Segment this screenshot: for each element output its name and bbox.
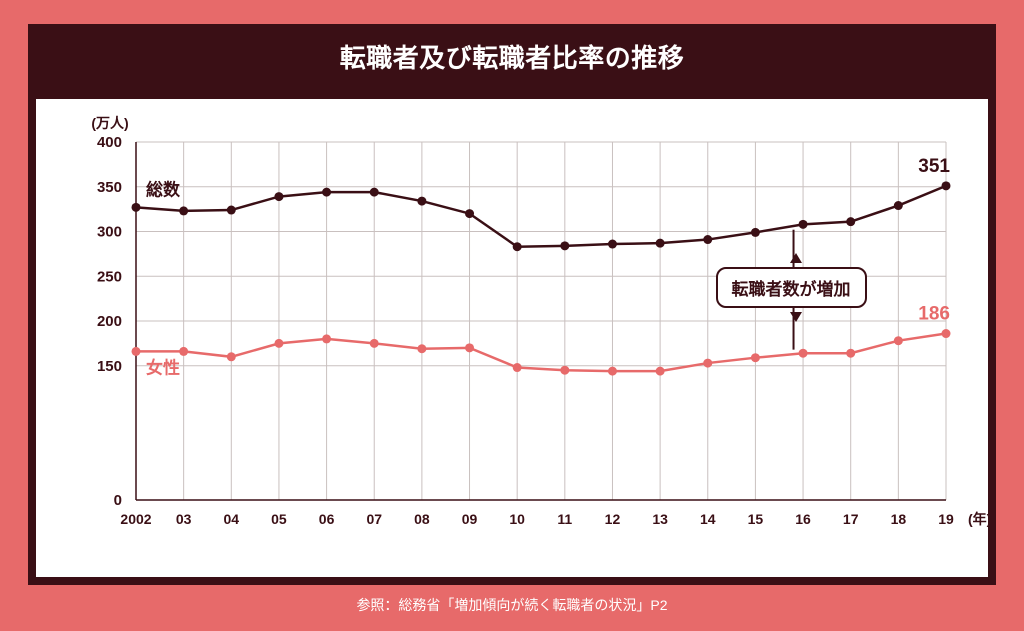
svg-text:400: 400 — [97, 134, 122, 151]
annotation-arrow-down — [790, 312, 802, 322]
svg-text:12: 12 — [605, 511, 621, 527]
svg-text:15: 15 — [748, 511, 764, 527]
svg-text:(年): (年) — [968, 511, 988, 527]
svg-text:18: 18 — [891, 511, 907, 527]
svg-text:350: 350 — [97, 179, 122, 196]
line-chart: 0 150 200 250 300 350 400 2002 03 04 05 06 07 08 09 10 1… — [36, 99, 988, 577]
svg-text:女性: 女性 — [146, 357, 180, 377]
svg-text:250: 250 — [97, 268, 122, 285]
svg-text:07: 07 — [366, 511, 382, 527]
citation-text: 参照：総務省「増加傾向が続く転職者の状況」P2 — [28, 585, 996, 619]
svg-text:0: 0 — [114, 492, 122, 509]
svg-text:04: 04 — [224, 511, 240, 527]
svg-text:13: 13 — [652, 511, 668, 527]
svg-text:(万人): (万人) — [91, 115, 128, 131]
annotation-callout: 転職者数が増加 — [716, 267, 867, 308]
svg-text:06: 06 — [319, 511, 335, 527]
svg-text:200: 200 — [97, 313, 122, 330]
svg-text:150: 150 — [97, 358, 122, 375]
svg-text:300: 300 — [97, 224, 122, 241]
svg-text:186: 186 — [918, 304, 950, 325]
svg-text:総数: 総数 — [146, 179, 181, 199]
svg-text:16: 16 — [795, 511, 811, 527]
svg-text:351: 351 — [918, 156, 950, 177]
chart-inner: 0 150 200 250 300 350 400 2002 03 04 05 06 07 08 09 10 1… — [36, 99, 988, 577]
svg-text:10: 10 — [509, 511, 525, 527]
svg-text:08: 08 — [414, 511, 430, 527]
chart-frame: 0 150 200 250 300 350 400 2002 03 04 05 06 07 08 09 10 1… — [28, 91, 996, 585]
svg-text:17: 17 — [843, 511, 859, 527]
annotation-arrow-up — [790, 253, 802, 263]
svg-text:03: 03 — [176, 511, 192, 527]
svg-text:14: 14 — [700, 511, 716, 527]
chart-title: 転職者及び転職者比率の推移 — [28, 24, 996, 91]
svg-text:11: 11 — [557, 511, 572, 527]
svg-text:2002: 2002 — [120, 511, 151, 527]
svg-text:19: 19 — [938, 511, 954, 527]
outer-card: 転職者及び転職者比率の推移 01502002503003504002002030… — [0, 0, 1024, 631]
svg-text:09: 09 — [462, 511, 478, 527]
svg-text:05: 05 — [271, 511, 287, 527]
